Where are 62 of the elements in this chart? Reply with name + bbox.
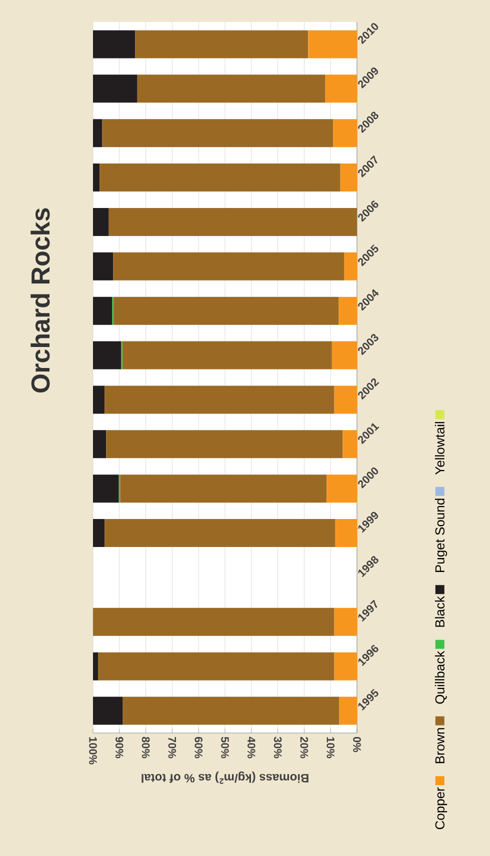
x-tick-label: 50% xyxy=(221,736,229,758)
bar xyxy=(122,341,332,370)
bar xyxy=(92,164,100,192)
bar xyxy=(104,386,334,414)
bar xyxy=(137,74,326,103)
bar xyxy=(92,430,106,458)
bar xyxy=(342,430,357,458)
bar xyxy=(92,296,112,325)
bar xyxy=(104,519,336,548)
bar xyxy=(114,296,339,325)
bar xyxy=(335,519,357,548)
bar xyxy=(92,74,138,103)
bar xyxy=(333,119,357,148)
text: Orchard Rocks xyxy=(30,208,50,393)
x-tick-label: 20% xyxy=(300,736,308,758)
bar xyxy=(120,474,327,503)
bar xyxy=(92,519,105,548)
bar xyxy=(108,208,357,236)
legend-label: Quillback xyxy=(434,650,447,704)
x-axis-title: Biomass (kg/m$^{2}$) as % of total xyxy=(142,772,308,784)
bar xyxy=(92,652,98,680)
legend-label: Puget Sound xyxy=(434,498,448,572)
bar xyxy=(135,30,308,58)
bar xyxy=(334,608,357,636)
x-tick-label: 60% xyxy=(194,736,202,758)
bar xyxy=(106,430,343,458)
bar xyxy=(326,474,357,503)
bar xyxy=(122,696,340,725)
bar xyxy=(325,74,357,103)
legend-label: Yellowtail xyxy=(434,422,444,475)
bar xyxy=(92,208,109,236)
bar xyxy=(332,341,357,370)
x-tick-label: 80% xyxy=(142,736,150,758)
bar xyxy=(339,696,357,725)
legend-label: Black xyxy=(434,596,444,627)
bar xyxy=(308,30,357,58)
x-tick-label: 90% xyxy=(116,736,124,758)
bar xyxy=(92,30,136,58)
legend-label: Brown xyxy=(435,728,444,764)
bar xyxy=(334,386,357,414)
x-tick-label: 0% xyxy=(353,736,361,752)
bar xyxy=(344,252,357,280)
bar xyxy=(92,341,122,370)
x-tick-label: 100% xyxy=(89,737,97,764)
legend-label: Copper xyxy=(435,787,448,830)
bar xyxy=(102,119,334,148)
bar xyxy=(113,252,344,280)
bar xyxy=(92,386,105,414)
bar xyxy=(92,696,123,725)
bar xyxy=(92,119,102,148)
bar xyxy=(340,164,357,192)
bar xyxy=(92,474,119,503)
bar xyxy=(334,652,357,680)
bar xyxy=(338,296,357,325)
x-tick-label: 10% xyxy=(326,737,334,758)
x-tick-label: 40% xyxy=(248,736,256,758)
x-tick-label: 30% xyxy=(274,736,282,758)
bar xyxy=(92,252,114,280)
x-tick-label: 70% xyxy=(168,737,176,758)
bar xyxy=(92,608,334,636)
bar xyxy=(98,652,334,680)
bar xyxy=(100,164,340,192)
